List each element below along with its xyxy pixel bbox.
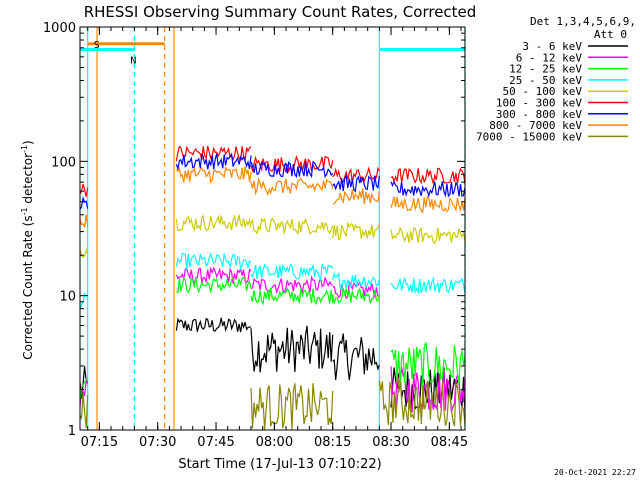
series-6-segment-3 [332, 174, 380, 193]
y-tick-label-1: 10 [59, 290, 76, 305]
series-1-segment-1 [175, 266, 252, 286]
y-tick-label-3: 1000 [43, 21, 76, 36]
series-5-segment-3 [332, 166, 380, 184]
series-3-segment-3 [332, 272, 380, 291]
series-6-segment-1 [175, 152, 252, 172]
series-7 [79, 166, 466, 228]
y-axis-label-part-3: ) [21, 140, 35, 145]
series-7-segment-3 [332, 188, 380, 205]
legend-label-6: 300 - 800 keV [496, 108, 582, 121]
attenuator-bar-label-0: S [94, 40, 100, 51]
legend-label-0: 3 - 6 keV [522, 40, 582, 53]
series-5-segment-4 [390, 167, 466, 185]
series-8-segment-1 [250, 383, 334, 430]
series-4-segment-4 [390, 226, 466, 245]
series-6-segment-2 [250, 160, 334, 179]
axes: 07:15 07:30 07:45 08:00 08:15 08:30 08:45 1 10 10… [43, 21, 468, 450]
series-0-segment-3 [332, 333, 380, 381]
y-axis-label-part-2: detector [21, 153, 35, 208]
x-tick-label-6: 08:45 [431, 435, 468, 450]
series-2-segment-2 [250, 287, 334, 306]
x-tick-label-5: 08:30 [372, 435, 409, 450]
series-3-segment-2 [250, 263, 334, 282]
y-tick-label-2: 100 [51, 155, 76, 170]
series-3 [79, 252, 466, 310]
series-7-segment-1 [175, 166, 252, 184]
x-tick-label-1: 07:30 [139, 435, 176, 450]
y-axis-label-part-1: Corrected Count Rate (s [21, 215, 35, 359]
series-2-segment-1 [176, 276, 252, 294]
series-4-segment-1 [175, 213, 252, 232]
series-1-segment-4 [390, 366, 466, 414]
series-7-segment-4 [390, 194, 466, 214]
series-2-segment-3 [332, 287, 380, 304]
series-3-segment-1 [175, 252, 252, 271]
attenuator-bar-label-1: N [130, 55, 136, 66]
series-1 [79, 266, 466, 414]
series-1-segment-3 [332, 280, 380, 300]
x-tick-label-2: 07:45 [197, 435, 234, 450]
y-axis-label-sup-1: -1 [20, 207, 29, 215]
legend-label-2: 12 - 25 keV [509, 63, 582, 76]
series-6-segment-0 [79, 195, 89, 210]
series-4-segment-0 [79, 248, 89, 259]
svg-text:Corrected Count Rate (s-1 dete: Corrected Count Rate (s-1 detector-1) [20, 140, 35, 359]
series-8-segment-2 [378, 379, 466, 427]
chart-title: RHESSI Observing Summary Count Rates, Co… [84, 3, 477, 21]
series-7-segment-2 [250, 177, 334, 197]
series-5-segment-1 [175, 145, 252, 162]
legend-header-2: Att 0 [594, 28, 627, 41]
series-6 [79, 152, 466, 210]
legend-label-7: 800 - 7000 keV [489, 119, 582, 132]
legend-label-5: 100 - 300 keV [496, 97, 582, 110]
y-tick-label-0: 1 [68, 424, 76, 439]
legend-label-3: 25 - 50 keV [509, 74, 582, 87]
series-0-segment-1 [175, 317, 252, 333]
series-2-segment-4 [390, 342, 466, 389]
plot-frame [79, 26, 466, 431]
legend-label-1: 6 - 12 keV [516, 51, 583, 64]
series-1-segment-2 [250, 274, 333, 295]
legend-header-1: Det 1,3,4,5,6,9, [530, 15, 636, 28]
footer-timestamp: 20-Oct-2021 22:27 [554, 468, 636, 477]
series-7-segment-0 [79, 214, 89, 228]
legend-label-8: 7000 - 15000 keV [476, 130, 582, 143]
series-4 [79, 213, 466, 259]
series-6-segment-4 [390, 180, 466, 198]
series-0-segment-2 [250, 325, 334, 373]
legend-label-4: 50 - 100 keV [503, 85, 583, 98]
series-4-segment-3 [332, 221, 380, 241]
series-2 [79, 276, 466, 400]
x-tick-label-3: 08:00 [256, 435, 293, 450]
y-axis-label-sup-2: -1 [20, 145, 29, 153]
x-axis-label: Start Time (17-Jul-13 07:10:22) [178, 457, 381, 472]
x-tick-label-0: 07:15 [81, 435, 118, 450]
series-8 [79, 379, 466, 430]
series-4-segment-2 [250, 217, 334, 236]
plot-area: SN [79, 27, 466, 430]
series-8-segment-0 [79, 394, 89, 428]
y-axis-label: Corrected Count Rate (s-1 detector-1) [20, 140, 35, 359]
series-3-segment-4 [390, 276, 466, 295]
series-5-segment-0 [79, 183, 89, 197]
x-tick-label-4: 08:15 [314, 435, 351, 450]
